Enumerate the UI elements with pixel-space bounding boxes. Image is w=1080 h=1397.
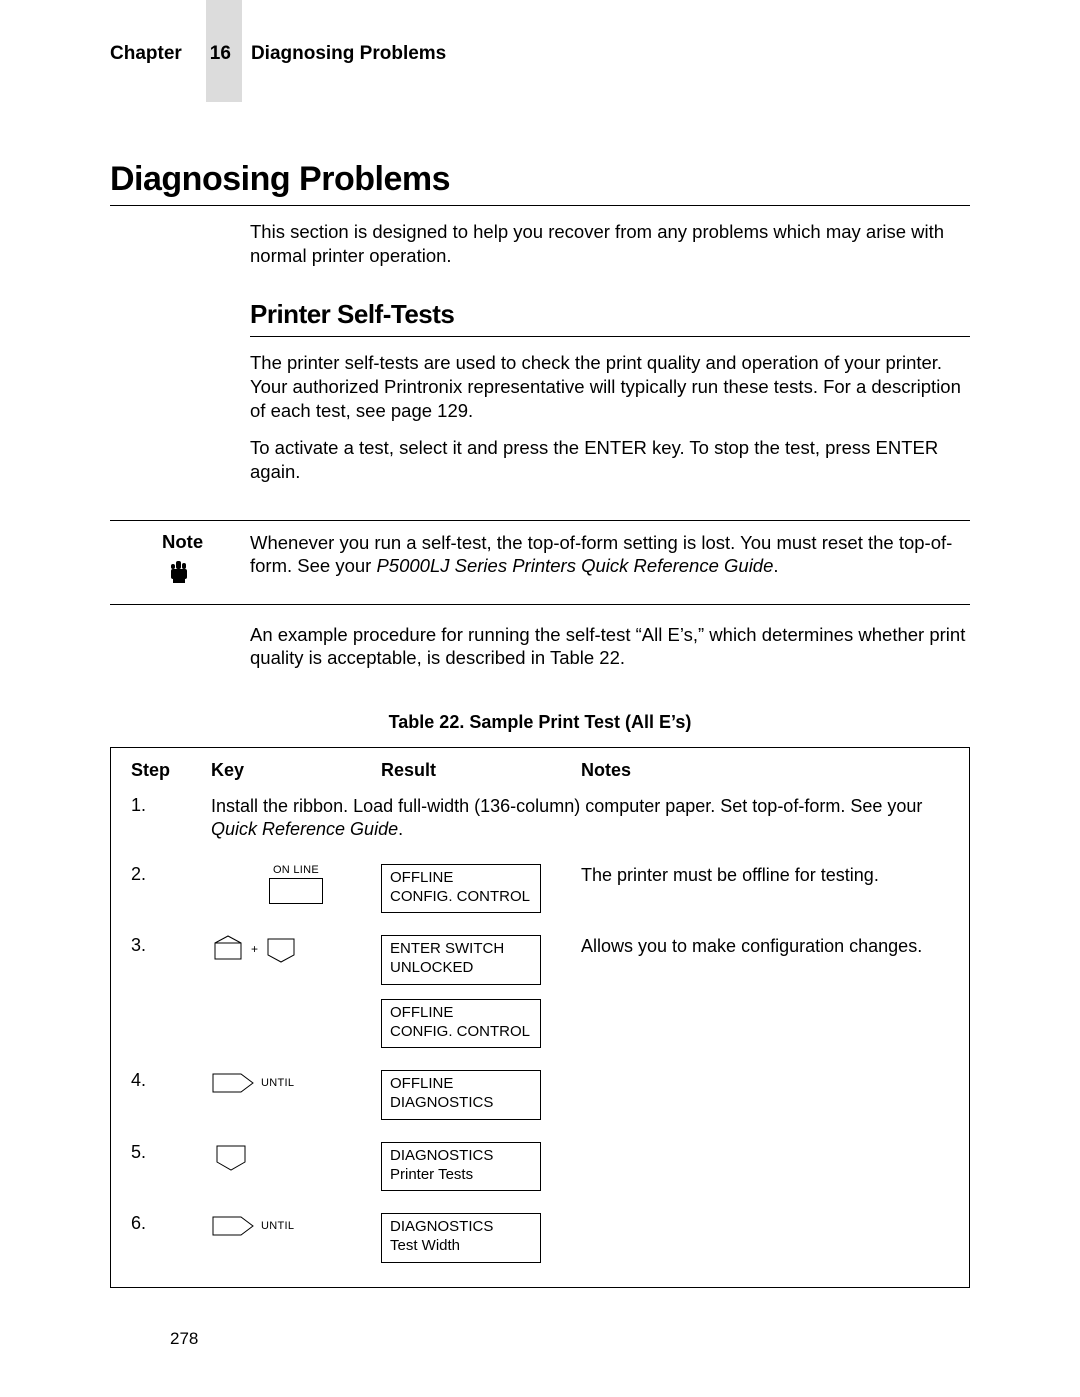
table-row: 1. Install the ribbon. Load full-width (… xyxy=(131,795,949,842)
note-label-column: Note xyxy=(110,531,250,590)
table-row: 3. + ENTER SWITCH UNLOCKED xyxy=(131,935,949,1048)
until-label: UNTIL xyxy=(261,1077,294,1089)
note-box: Note Whenever you run a self-test, th xyxy=(110,520,970,605)
key-cell xyxy=(211,1142,381,1192)
result-line1: OFFLINE xyxy=(390,1004,532,1023)
note-text: Whenever you run a self-test, the top-of… xyxy=(250,531,970,590)
result-box: DIAGNOSTICS Printer Tests xyxy=(381,1142,541,1192)
result-line2: Test Width xyxy=(390,1237,532,1256)
procedure-table: Step Key Result Notes 1. Install the rib… xyxy=(110,747,970,1288)
step-number: 5. xyxy=(131,1142,211,1192)
step1-a: Install the ribbon. Load full-width (136… xyxy=(211,796,922,816)
key-cell: + xyxy=(211,935,381,1048)
result-cell: OFFLINE DIAGNOSTICS xyxy=(381,1070,581,1120)
down-key-icon xyxy=(211,1142,381,1172)
table-caption: Table 22. Sample Print Test (All E’s) xyxy=(110,712,970,733)
result-line2: CONFIG. CONTROL xyxy=(390,888,532,907)
result-line1: OFFLINE xyxy=(390,869,532,888)
note-text-italic: P5000LJ Series Printers Quick Reference … xyxy=(376,555,773,576)
plus-sign: + xyxy=(251,942,258,956)
header-chapter-number: 16 xyxy=(210,43,231,65)
section-rule xyxy=(250,336,970,337)
page-number: 278 xyxy=(170,1329,198,1349)
result-box: DIAGNOSTICS Test Width xyxy=(381,1213,541,1263)
result-line1: ENTER SWITCH xyxy=(390,940,532,959)
notes-cell: The printer must be offline for testing. xyxy=(581,864,949,914)
self-tests-p2: To activate a test, select it and press … xyxy=(250,436,970,483)
intro-paragraph: This section is designed to help you rec… xyxy=(250,220,970,267)
step-number: 6. xyxy=(131,1213,211,1263)
step-number: 4. xyxy=(131,1070,211,1120)
self-tests-p1: The printer self-tests are used to check… xyxy=(250,351,970,422)
result-box: OFFLINE CONFIG. CONTROL xyxy=(381,864,541,914)
notes-cell xyxy=(581,1070,949,1120)
key-cell: UNTIL xyxy=(211,1213,381,1263)
note-label: Note xyxy=(162,531,250,553)
result-line2: UNLOCKED xyxy=(390,959,532,978)
result-cell: ENTER SWITCH UNLOCKED OFFLINE CONFIG. CO… xyxy=(381,935,581,1048)
result-box: OFFLINE CONFIG. CONTROL xyxy=(381,999,541,1049)
online-key-icon: ON LINE xyxy=(211,864,381,904)
page: Chapter 16 Diagnosing Problems Diagnosin… xyxy=(0,0,1080,1397)
result-cell: DIAGNOSTICS Test Width xyxy=(381,1213,581,1263)
header-chapter-label: Chapter xyxy=(110,43,182,65)
result-line1: DIAGNOSTICS xyxy=(390,1218,532,1237)
result-cell: DIAGNOSTICS Printer Tests xyxy=(381,1142,581,1192)
result-line2: CONFIG. CONTROL xyxy=(390,1023,532,1042)
table-row: 2. ON LINE OFFLINE CONFIG. CONTROL The p… xyxy=(131,864,949,914)
up-plus-down-keys-icon: + xyxy=(211,935,381,963)
page-title: Diagnosing Problems xyxy=(110,160,970,199)
result-box: OFFLINE DIAGNOSTICS xyxy=(381,1070,541,1120)
result-line1: DIAGNOSTICS xyxy=(390,1147,532,1166)
table-row: 4. UNTIL OFFLINE DIAGNOSTICS xyxy=(131,1070,949,1120)
table-row: 6. UNTIL DIAGNOSTICS Test Width xyxy=(131,1213,949,1263)
th-notes: Notes xyxy=(581,760,949,781)
key-cell: UNTIL xyxy=(211,1070,381,1120)
header-chapter-title: Diagnosing Problems xyxy=(251,43,446,65)
right-key-until-icon: UNTIL xyxy=(211,1070,381,1096)
key-cell: ON LINE xyxy=(211,864,381,914)
step1-b: . xyxy=(398,819,403,839)
key-caption: ON LINE xyxy=(273,864,319,876)
result-line2: DIAGNOSTICS xyxy=(390,1094,532,1113)
example-paragraph: An example procedure for running the sel… xyxy=(250,623,970,670)
example-block: An example procedure for running the sel… xyxy=(250,623,970,670)
th-result: Result xyxy=(381,760,581,781)
section-body: The printer self-tests are used to check… xyxy=(250,351,970,483)
th-key: Key xyxy=(211,760,381,781)
th-step: Step xyxy=(131,760,211,781)
right-key-until-icon: UNTIL xyxy=(211,1213,381,1239)
until-label: UNTIL xyxy=(261,1220,294,1232)
table-header-row: Step Key Result Notes xyxy=(131,760,949,781)
hand-point-icon xyxy=(166,559,250,590)
note-text-b: . xyxy=(773,555,778,576)
step1-italic: Quick Reference Guide xyxy=(211,819,398,839)
result-line1: OFFLINE xyxy=(390,1075,532,1094)
result-box: ENTER SWITCH UNLOCKED xyxy=(381,935,541,985)
notes-cell xyxy=(581,1213,949,1263)
result-line2: Printer Tests xyxy=(390,1166,532,1185)
notes-cell xyxy=(581,1142,949,1192)
notes-cell: Allows you to make configuration changes… xyxy=(581,935,949,1048)
title-rule xyxy=(110,205,970,206)
step-number: 2. xyxy=(131,864,211,914)
section-heading: Printer Self-Tests xyxy=(250,299,970,330)
step-number: 1. xyxy=(131,795,211,842)
intro-block: This section is designed to help you rec… xyxy=(250,220,970,267)
step1-text: Install the ribbon. Load full-width (136… xyxy=(211,795,949,842)
table-row: 5. DIAGNOSTICS Printer Tests xyxy=(131,1142,949,1192)
note-bottom-rule xyxy=(110,604,970,605)
step-number: 3. xyxy=(131,935,211,1048)
result-cell: OFFLINE CONFIG. CONTROL xyxy=(381,864,581,914)
